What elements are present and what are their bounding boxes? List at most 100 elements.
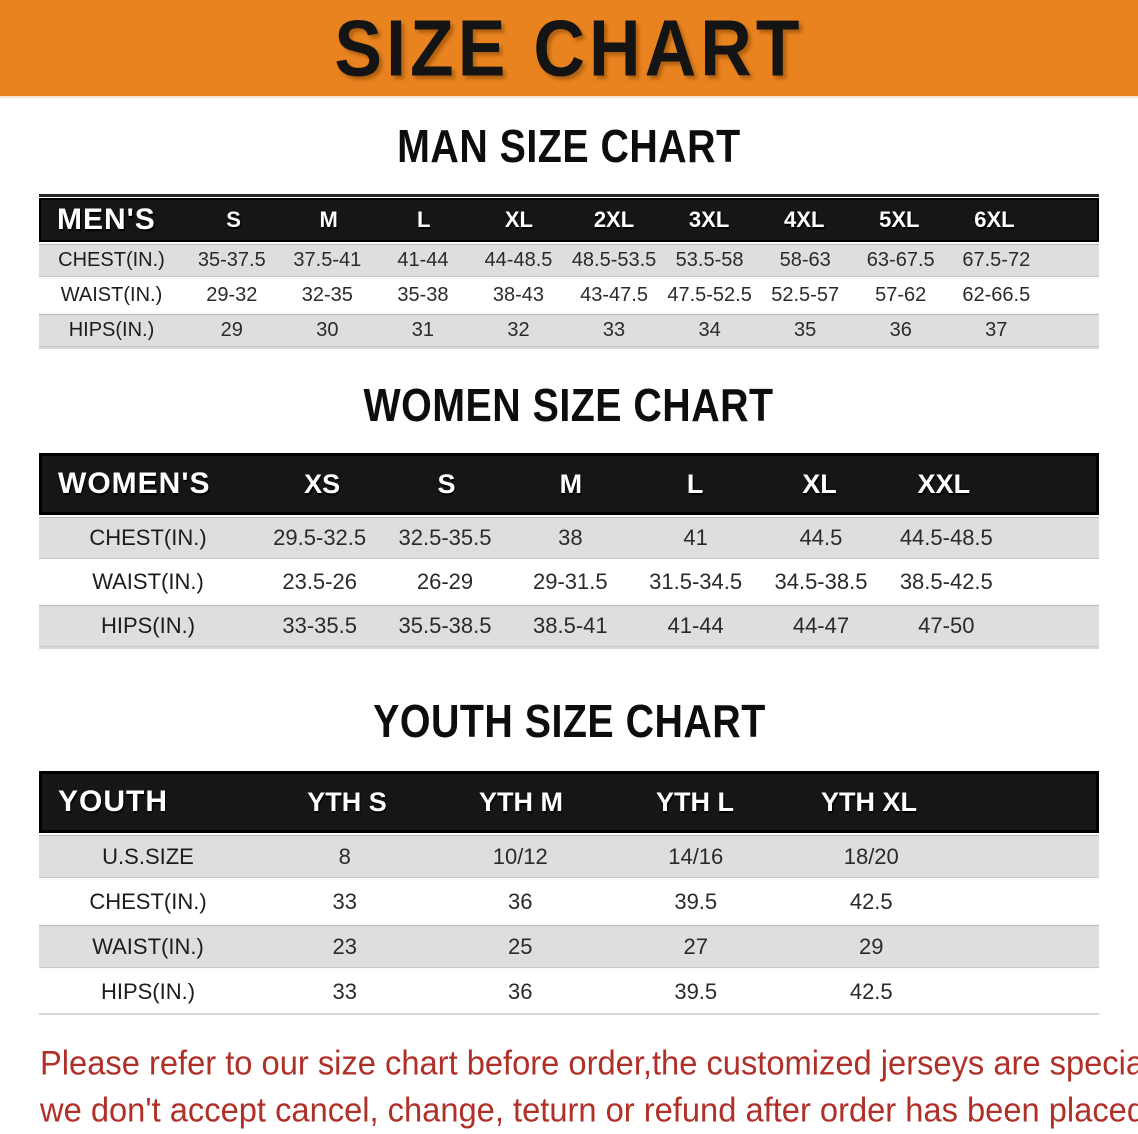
cell: 35 xyxy=(794,319,817,341)
column-header: 2XL xyxy=(593,207,635,232)
men-heading-text: MAN SIZE CHART xyxy=(397,119,741,173)
cell: 63-67.5 xyxy=(866,249,935,271)
column-header: XL xyxy=(504,207,533,232)
table-row: CHEST(IN.) 29.5-32.5 32.5-35.5 38 41 44.5 44.5… xyxy=(39,515,1099,559)
column-header: L xyxy=(417,207,431,232)
cell: 35.5-38.5 xyxy=(398,613,492,638)
cell: 67.5-72 xyxy=(962,249,1031,271)
row-label: HIPS(IN.) xyxy=(68,319,155,341)
cell: 38.5-41 xyxy=(533,613,608,638)
row-label: CHEST(IN.) xyxy=(58,249,165,271)
column-header: 3XL xyxy=(688,207,730,232)
column-header: M xyxy=(559,468,583,499)
table-corner-label: WOMEN'S xyxy=(58,467,211,500)
cell: 29-31.5 xyxy=(533,569,608,594)
cell: 25 xyxy=(508,933,533,959)
cell: 44-47 xyxy=(792,613,850,638)
women-size-table: WOMEN'S XS S M L XL XXL CHEST(IN.) 29.5-32.5 32.5… xyxy=(39,453,1099,649)
cell: 47.5-52.5 xyxy=(667,284,752,306)
column-header: YTH S xyxy=(307,786,387,817)
cell: 29 xyxy=(859,933,884,959)
table-corner-label: MEN'S xyxy=(57,203,156,236)
table-row: WAIST(IN.) 29-32 32-35 35-38 38-43 43-47.5 47.… xyxy=(39,277,1099,312)
cell: 33 xyxy=(332,888,357,914)
cell: 33 xyxy=(332,978,357,1004)
youth-section: YOUTH SIZE CHART YOUTH YTH S YTH M YTH L YTH… xyxy=(0,695,1138,1015)
table-row: WAIST(IN.) 23.5-26 26-29 29-31.5 31.5-34.5 34… xyxy=(39,559,1099,603)
table-row: U.S.SIZE 8 10/12 14/16 18/20 xyxy=(39,833,1099,878)
row-label: U.S.SIZE xyxy=(102,843,194,869)
disclaimer-line-2: we don't accept cancel, change, teturn o… xyxy=(40,1090,1138,1129)
table-corner-label: YOUTH xyxy=(58,785,168,818)
table-row: HIPS(IN.) 33-35.5 35.5-38.5 38.5-41 41-44 44-… xyxy=(39,603,1099,647)
table-row: HIPS(IN.) 29 30 31 32 33 34 35 36 37 xyxy=(39,312,1099,347)
cell: 37 xyxy=(985,319,1008,341)
cell: 43-47.5 xyxy=(580,284,648,306)
cell: 41 xyxy=(683,525,708,550)
disclaimer-line-1: Please refer to our size chart before or… xyxy=(40,1043,1138,1082)
table-header-row: MEN'S S M L XL 2XL 3XL 4XL 5XL 6XL xyxy=(39,194,1099,242)
cell: 44.5 xyxy=(799,525,843,550)
cell: 41-44 xyxy=(397,249,449,271)
cell: 29 xyxy=(220,319,243,341)
row-label: WAIST(IN.) xyxy=(92,569,204,594)
column-header: YTH M xyxy=(479,786,563,817)
cell: 53.5-58 xyxy=(675,249,744,271)
cell: 35-37.5 xyxy=(197,249,266,271)
cell: 23 xyxy=(332,933,357,959)
column-header: L xyxy=(686,468,704,499)
youth-heading-text: YOUTH SIZE CHART xyxy=(372,694,766,748)
cell: 42.5 xyxy=(849,978,893,1004)
cell: 36 xyxy=(508,888,533,914)
cell: 57-62 xyxy=(875,284,927,306)
cell: 32-35 xyxy=(301,284,353,306)
column-header: M xyxy=(319,207,338,232)
column-header: YTH XL xyxy=(820,786,917,817)
cell: 14/16 xyxy=(668,843,724,869)
cell: 36 xyxy=(508,978,533,1004)
men-heading: MAN SIZE CHART xyxy=(0,120,1138,172)
cell: 8 xyxy=(338,843,351,869)
column-header: XXL xyxy=(917,468,971,499)
cell: 32 xyxy=(507,319,530,341)
column-header: S xyxy=(226,207,241,232)
cell: 37.5-41 xyxy=(293,249,362,271)
cell: 29.5-32.5 xyxy=(273,525,367,550)
cell: 31 xyxy=(411,319,435,341)
column-header: YTH L xyxy=(656,786,734,817)
youth-size-table: YOUTH YTH S YTH M YTH L YTH XL U.S.SIZE 8 10/12… xyxy=(39,771,1099,1015)
cell: 35-38 xyxy=(397,284,449,306)
cell: 48.5-53.5 xyxy=(571,249,657,271)
column-header: S xyxy=(437,468,456,499)
women-heading: WOMEN SIZE CHART xyxy=(0,379,1138,431)
size-chart-banner: SIZE CHART xyxy=(0,0,1138,98)
men-section: MAN SIZE CHART MEN'S S M L XL 2XL 3XL 4XL 5XL 6XL… xyxy=(0,120,1138,349)
table-row: HIPS(IN.) 33 36 39.5 42.5 xyxy=(39,968,1099,1013)
row-label: CHEST(IN.) xyxy=(89,525,207,550)
cell: 39.5 xyxy=(674,978,718,1004)
table-header-row: WOMEN'S XS S M L XL XXL xyxy=(39,453,1099,515)
cell: 32.5-35.5 xyxy=(398,525,492,550)
cell: 44.5-48.5 xyxy=(899,525,993,550)
disclaimer-text: Please refer to our size chart before or… xyxy=(40,1039,1138,1133)
cell: 44-48.5 xyxy=(484,249,553,271)
column-header: XL xyxy=(802,468,837,499)
cell: 23.5-26 xyxy=(282,569,357,594)
table-row: WAIST(IN.) 23 25 27 29 xyxy=(39,923,1099,968)
cell: 62-66.5 xyxy=(962,284,1031,306)
table-row: CHEST(IN.) 35-37.5 37.5-41 41-44 44-48.5 48.5… xyxy=(39,242,1099,277)
column-header: 6XL xyxy=(974,207,1015,232)
row-label: WAIST(IN.) xyxy=(92,933,204,959)
table-row: CHEST(IN.) 33 36 39.5 42.5 xyxy=(39,878,1099,923)
column-header: 4XL xyxy=(784,207,825,232)
cell: 31.5-34.5 xyxy=(649,569,743,594)
cell: 34.5-38.5 xyxy=(774,569,868,594)
cell: 52.5-57 xyxy=(771,284,840,306)
cell: 38 xyxy=(558,525,583,550)
banner-title: SIZE CHART xyxy=(334,3,804,93)
cell: 33-35.5 xyxy=(282,613,357,638)
cell: 42.5 xyxy=(849,888,893,914)
cell: 29-32 xyxy=(206,284,258,306)
cell: 38.5-42.5 xyxy=(899,569,993,594)
row-label: WAIST(IN.) xyxy=(60,284,163,306)
